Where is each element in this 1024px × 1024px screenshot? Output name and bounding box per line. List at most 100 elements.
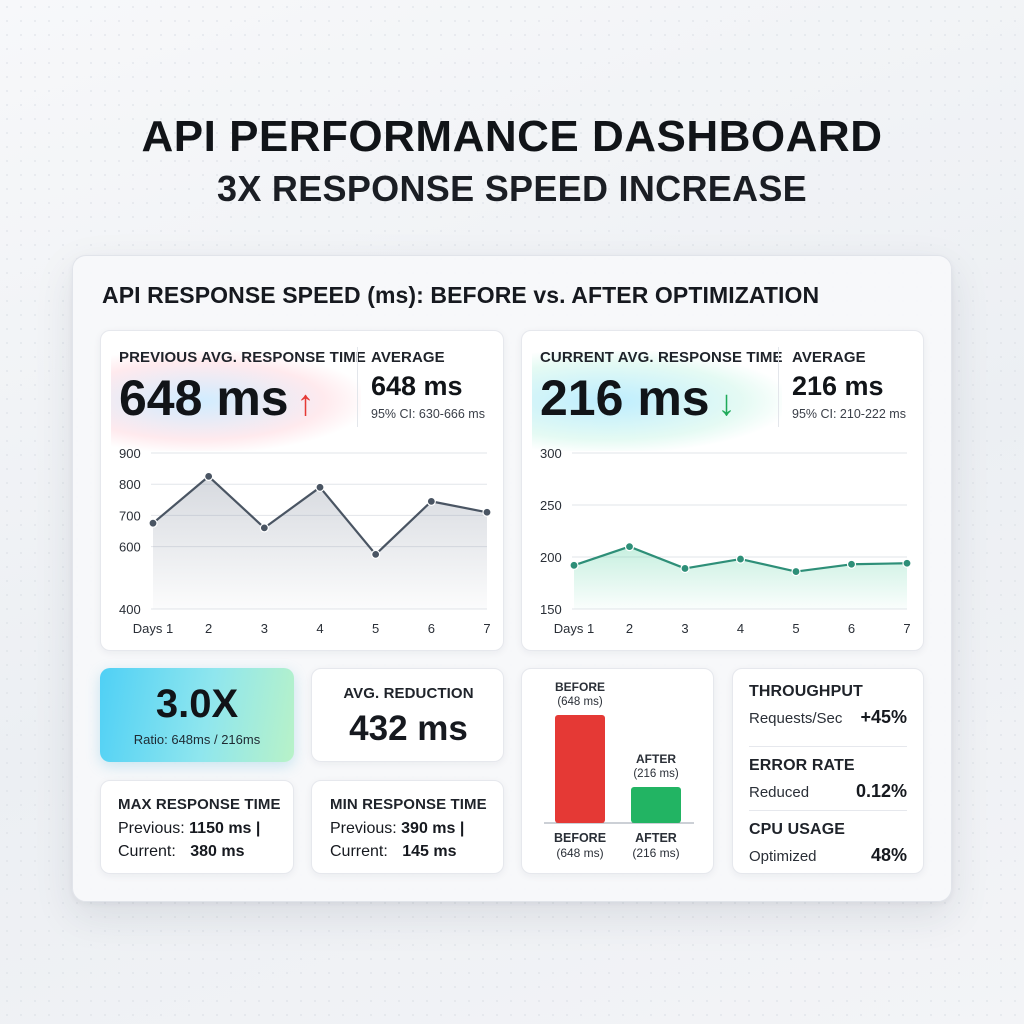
- bar-top-label: BEFORE: [555, 680, 605, 694]
- metrics-card: THROUGHPUT Requests/Sec +45% ERROR RATE …: [732, 668, 924, 874]
- y-tick-label: 700: [119, 508, 141, 523]
- ratio-caption: Ratio: 648ms / 216ms: [133, 732, 261, 747]
- x-tick-label: 4: [737, 621, 744, 636]
- x-tick-label: 2: [626, 621, 633, 636]
- after-label: CURRENT AVG. RESPONSE TIME: [540, 349, 783, 366]
- x-tick-label: 2: [205, 621, 212, 636]
- page-subtitle: 3X RESPONSE SPEED INCREASE: [217, 168, 807, 209]
- metric-error-rate: ERROR RATE Reduced 0.12%: [749, 747, 907, 811]
- x-tick-label: 7: [903, 621, 910, 636]
- max-response-card: MAX RESPONSE TIME Previous: 1150 ms | Cu…: [100, 780, 294, 874]
- before-average-value: 648 ms: [371, 371, 463, 401]
- avg-reduction-card: AVG. REDUCTION 432 ms: [311, 668, 504, 762]
- max-previous-value: 1150 ms |: [189, 820, 261, 837]
- before-bar: [555, 715, 605, 823]
- data-point: [846, 559, 857, 569]
- metric-desc: Reduced: [749, 784, 810, 801]
- x-tick-label: 6: [428, 621, 435, 636]
- metric-desc: Optimized: [749, 848, 817, 865]
- max-current-value: 380 ms: [190, 843, 245, 860]
- after-line-chart: 150 200 250 300 Days 1 2 3 4 5 6 7: [540, 446, 912, 636]
- y-tick-label: 250: [540, 498, 562, 513]
- data-point: [624, 542, 635, 552]
- series-area: [153, 476, 487, 609]
- bar-category-label: (648 ms): [556, 846, 603, 860]
- max-current-row: Current: 380 ms: [118, 843, 245, 861]
- data-point: [902, 558, 912, 568]
- down-arrow-icon: ↓: [717, 382, 736, 423]
- y-tick-label: 600: [119, 540, 141, 555]
- min-previous-label: Previous:: [330, 820, 397, 837]
- metric-value: 48%: [870, 845, 907, 865]
- before-label: PREVIOUS AVG. RESPONSE TIME: [119, 349, 366, 366]
- x-tick-label: 3: [261, 621, 268, 636]
- after-bar: [631, 787, 681, 823]
- metric-desc: Requests/Sec: [749, 710, 843, 727]
- data-point: [148, 518, 158, 528]
- comparison-bar-card: BEFORE (648 ms) BEFORE (648 ms) AFTER (216 ms…: [521, 668, 714, 874]
- up-arrow-icon: ↑: [296, 382, 315, 423]
- data-point: [426, 496, 436, 506]
- before-line-chart: 400 600 700 800 900 Days 1 2 3 4 5 6 7: [119, 446, 492, 636]
- before-chart-card: PREVIOUS AVG. RESPONSE TIME 648 ms ↑ AVE…: [100, 330, 504, 651]
- metric-title: ERROR RATE: [749, 757, 855, 774]
- metric-cpu-usage: CPU USAGE Optimized 48%: [749, 811, 907, 873]
- before-average-label: AVERAGE: [371, 349, 445, 366]
- data-point: [371, 549, 381, 559]
- max-previous-label: Previous:: [118, 820, 185, 837]
- page-title: API PERFORMANCE DASHBOARD: [141, 112, 883, 161]
- bar-top-label: (216 ms): [633, 768, 679, 780]
- ratio-value: 3.0X: [155, 682, 239, 726]
- x-tick-label: 3: [681, 621, 688, 636]
- metrics-list: THROUGHPUT Requests/Sec +45% ERROR RATE …: [749, 683, 907, 873]
- min-current-label: Current:: [330, 843, 388, 860]
- metric-throughput: THROUGHPUT Requests/Sec +45%: [749, 683, 907, 747]
- panel-title: API RESPONSE SPEED (ms): BEFORE vs. AFTE…: [102, 282, 820, 308]
- x-tick-label: 5: [792, 621, 799, 636]
- after-average-label: AVERAGE: [792, 349, 866, 366]
- bar-category-label: AFTER: [635, 831, 677, 845]
- avg-reduction-value: 432 ms: [349, 709, 468, 748]
- after-value-row: 216 ms ↓: [540, 369, 736, 427]
- max-previous-row: Previous: 1150 ms |: [118, 820, 260, 838]
- after-chart-card: CURRENT AVG. RESPONSE TIME 216 ms ↓ AVER…: [521, 330, 924, 651]
- min-current-row: Current: 145 ms: [330, 843, 457, 861]
- max-current-label: Current:: [118, 843, 176, 860]
- bar-category-label: (216 ms): [632, 846, 679, 860]
- after-average-value: 216 ms: [792, 371, 884, 401]
- after-value: 216 ms: [540, 370, 710, 426]
- min-current-value: 145 ms: [402, 843, 457, 860]
- data-point: [791, 566, 801, 577]
- max-response-label: MAX RESPONSE TIME: [118, 796, 281, 813]
- data-point: [569, 560, 579, 570]
- metric-row: Optimized 48%: [749, 845, 907, 866]
- data-point: [680, 563, 690, 574]
- divider: [357, 347, 358, 427]
- x-tick-label: 5: [372, 621, 379, 636]
- metric-value: 0.12%: [855, 781, 907, 801]
- bar-top-label: (648 ms): [557, 696, 603, 708]
- after-ci: 95% CI: 210-222 ms: [792, 407, 906, 421]
- data-point: [735, 554, 746, 564]
- x-tick-label: 7: [483, 621, 490, 636]
- min-previous-value: 390 ms |: [401, 820, 465, 837]
- before-value: 648 ms: [119, 370, 289, 426]
- y-tick-label: 900: [119, 446, 141, 461]
- before-ci: 95% CI: 630-666 ms: [371, 407, 485, 421]
- bar-category-label: BEFORE: [554, 831, 606, 845]
- ratio-card: 3.0X Ratio: 648ms / 216ms: [100, 668, 294, 762]
- metric-row: Requests/Sec +45%: [749, 707, 907, 728]
- x-tick-label: 6: [848, 621, 855, 636]
- y-tick-label: 800: [119, 477, 141, 492]
- min-response-label: MIN RESPONSE TIME: [330, 796, 487, 813]
- y-tick-label: 150: [540, 602, 562, 617]
- avg-reduction-label: AVG. REDUCTION: [343, 685, 474, 702]
- y-tick-label: 400: [119, 602, 141, 617]
- x-tick-label: Days 1: [133, 621, 173, 636]
- x-tick-label: Days 1: [554, 621, 594, 636]
- comparison-bar-chart: BEFORE(648 ms)BEFORE(648 ms)AFTER(216 ms…: [544, 680, 694, 860]
- before-value-row: 648 ms ↑: [119, 369, 315, 427]
- x-tick-label: 4: [316, 621, 323, 636]
- metric-row: Reduced 0.12%: [749, 781, 907, 802]
- metric-title: THROUGHPUT: [749, 683, 863, 700]
